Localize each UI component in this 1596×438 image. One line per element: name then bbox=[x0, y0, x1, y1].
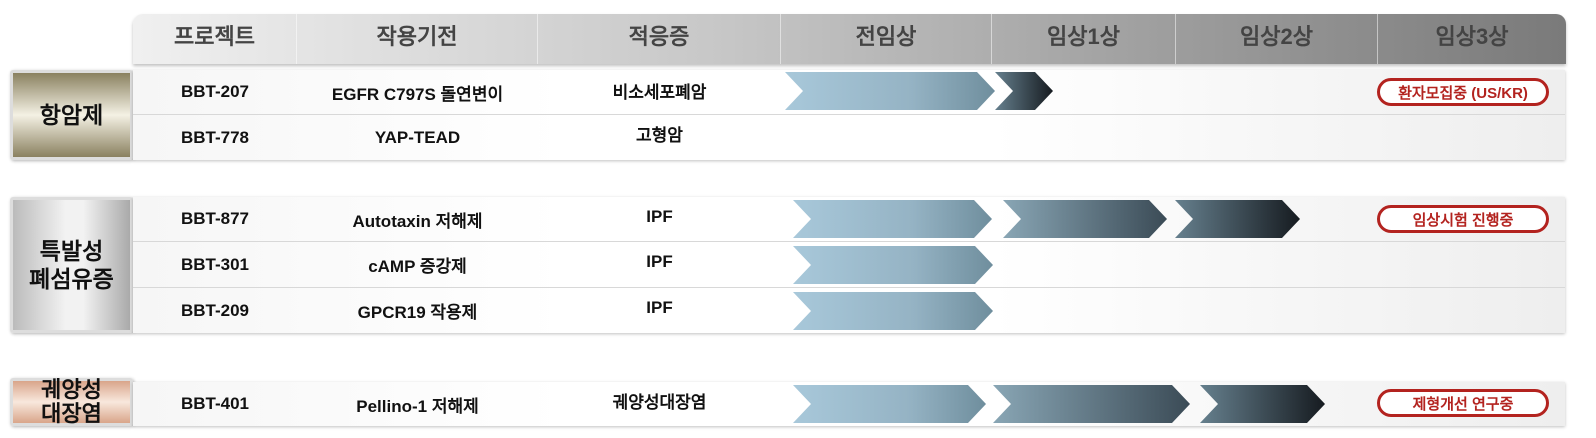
table-row[interactable]: BBT-401 Pellino-1 저해제 궤양성대장염 제형개선 연구중 bbox=[133, 382, 1565, 426]
arrow-phase1 bbox=[993, 385, 1190, 423]
moa-cell: Autotaxin 저해제 bbox=[352, 211, 483, 231]
header-preclinical: 전임상 bbox=[781, 14, 992, 64]
arrow-phase1 bbox=[995, 72, 1053, 110]
header-moa: 작용기전 bbox=[297, 14, 538, 64]
moa-cell: YAP-TEAD bbox=[374, 127, 461, 147]
header-phase2: 임상2상 bbox=[1176, 14, 1378, 64]
category-ipf: 특발성 폐섬유증 bbox=[10, 197, 133, 333]
project-cell: BBT-778 bbox=[180, 127, 250, 147]
status-badge: 제형개선 연구중 bbox=[1377, 389, 1549, 417]
project-cell: BBT-209 bbox=[180, 300, 250, 320]
moa-cell: Pellino-1 저해제 bbox=[356, 396, 479, 416]
indication-cell: 고형암 bbox=[636, 126, 683, 145]
table-header: 프로젝트 작용기전 적응증 전임상 임상1상 임상2상 임상3상 bbox=[133, 14, 1566, 64]
status-badge: 환자모집중 (US/KR) bbox=[1377, 78, 1549, 106]
indication-cell: IPF bbox=[646, 298, 673, 317]
header-indication: 적응증 bbox=[538, 14, 781, 64]
status-badge: 임상시험 진행중 bbox=[1377, 205, 1549, 233]
arrow-preclinical bbox=[793, 246, 993, 284]
table-row[interactable]: BBT-877 Autotaxin 저해제 IPF 임상시험 진행중 bbox=[133, 197, 1565, 242]
category-label: 궤양성 대장염 bbox=[41, 377, 102, 426]
indication-cell: IPF bbox=[646, 252, 673, 271]
project-cell: BBT-301 bbox=[180, 254, 250, 274]
header-phase3: 임상3상 bbox=[1435, 24, 1509, 49]
table-row[interactable]: BBT-209 GPCR19 작용제 IPF bbox=[133, 288, 1565, 333]
arrow-preclinical bbox=[793, 200, 992, 238]
arrow-preclinical bbox=[785, 72, 995, 110]
indication-cell: IPF bbox=[646, 207, 673, 226]
project-cell: BBT-401 bbox=[180, 394, 250, 413]
header-project: 프로젝트 bbox=[133, 14, 297, 64]
category-label: 특발성 폐섬유증 bbox=[29, 238, 114, 292]
arrow-phase2 bbox=[1175, 200, 1300, 238]
table-row[interactable]: BBT-301 cAMP 증강제 IPF bbox=[133, 242, 1565, 288]
arrow-phase1 bbox=[1003, 200, 1167, 238]
indication-cell: 비소세포폐암 bbox=[612, 83, 707, 102]
moa-cell: EGFR C797S 돌연변이 bbox=[331, 84, 504, 104]
moa-cell: GPCR19 작용제 bbox=[357, 303, 478, 322]
category-uc: 궤양성 대장염 bbox=[10, 378, 133, 426]
category-anticancer: 항암제 bbox=[10, 70, 133, 160]
project-cell: BBT-877 bbox=[180, 209, 250, 228]
arrow-preclinical bbox=[793, 385, 986, 423]
table-row[interactable]: BBT-778 YAP-TEAD 고형암 bbox=[133, 115, 1565, 160]
project-cell: BBT-207 bbox=[180, 82, 250, 101]
header-phase1: 임상1상 bbox=[992, 14, 1176, 64]
table-row[interactable]: BBT-207 EGFR C797S 돌연변이 비소세포폐암 환자모집중 (US… bbox=[133, 70, 1565, 115]
arrow-phase2 bbox=[1200, 385, 1325, 423]
indication-cell: 궤양성대장염 bbox=[612, 393, 707, 412]
moa-cell: cAMP 증강제 bbox=[368, 257, 467, 276]
arrow-preclinical bbox=[793, 292, 993, 330]
